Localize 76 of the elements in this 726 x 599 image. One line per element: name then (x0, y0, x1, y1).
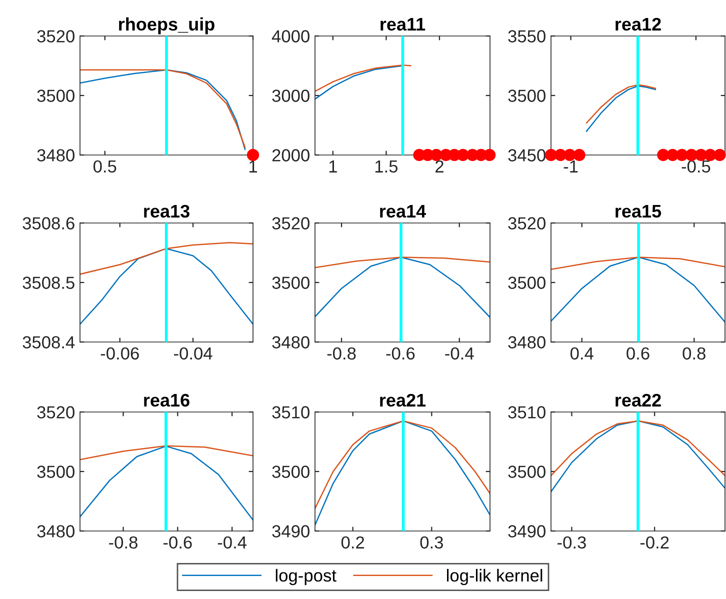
x-tick-label: 2 (436, 160, 444, 172)
y-tick-label: 3480 (37, 525, 74, 538)
y-tick-label: 3550 (508, 30, 546, 42)
x-tick-label: -0.04 (174, 347, 212, 360)
line-series (80, 242, 253, 275)
line-series (551, 420, 725, 476)
y-tick-label: 3520 (508, 217, 546, 230)
chart-title: rea16 (144, 394, 190, 407)
legend-label: log-lik kernel (447, 568, 542, 586)
x-tick-label: -0.5 (682, 160, 710, 173)
x-tick-label: -0.8 (327, 347, 356, 360)
chart-title: rea14 (380, 205, 426, 218)
y-tick-label: 3520 (37, 406, 74, 418)
line-series (80, 446, 253, 521)
x-tick-label: -0.4 (445, 347, 474, 360)
chart-title: rea15 (616, 205, 662, 218)
line-series (315, 64, 412, 92)
line-series (315, 420, 490, 510)
chart-title: rhoeps_uip (119, 17, 214, 34)
x-tick-label: 0.3 (420, 536, 443, 549)
line-series (315, 256, 490, 268)
y-tick-label: 3480 (508, 336, 546, 348)
x-tick-label: 0.4 (570, 347, 594, 360)
y-tick-label: 3500 (37, 90, 74, 102)
y-tick-label: 3520 (272, 217, 310, 230)
y-tick-label: 3510 (508, 406, 546, 418)
chart-title: rea22 (616, 394, 661, 407)
line-series (80, 248, 253, 325)
x-tick-label: -0.4 (218, 536, 247, 549)
x-tick-label: 0.2 (341, 536, 364, 549)
line-series (551, 256, 725, 323)
x-tick-label: -1 (564, 160, 578, 172)
y-tick-label: 3500 (508, 276, 546, 289)
y-tick-label: 3500 (508, 466, 546, 478)
x-tick-label: -0.3 (558, 536, 586, 549)
line-series (80, 445, 253, 460)
x-tick-label: 0.6 (626, 347, 650, 360)
x-tick-label: -0.6 (163, 536, 192, 549)
y-tick-label: 3510 (272, 406, 310, 418)
x-tick-label: -0.06 (100, 347, 139, 360)
chart-title: rea13 (144, 204, 190, 218)
x-tick-label: -0.6 (386, 347, 415, 360)
y-tick-label: 3490 (508, 525, 546, 538)
y-tick-label: 3490 (272, 525, 310, 538)
line-series (551, 420, 725, 492)
line-series (586, 85, 656, 132)
line-series (551, 256, 725, 270)
x-tick-label: -0.8 (109, 536, 138, 549)
chart-title: rea12 (616, 18, 661, 31)
y-tick-label: 3508.5 (22, 276, 74, 289)
chart-title: rea21 (380, 394, 426, 407)
y-tick-label: 4000 (272, 30, 310, 42)
x-tick-label: 1 (329, 160, 337, 172)
y-tick-label: 3450 (508, 149, 546, 162)
y-tick-label: 3500 (272, 276, 310, 289)
line-series (315, 65, 404, 100)
y-tick-label: 3480 (272, 336, 310, 348)
y-tick-label: 3000 (272, 90, 310, 102)
y-tick-label: 2000 (272, 149, 310, 162)
line-series (586, 84, 656, 124)
line-series (315, 420, 490, 526)
x-tick-label: 1 (249, 160, 257, 172)
y-tick-label: 3508.4 (22, 336, 75, 348)
y-tick-label: 3508.6 (22, 217, 74, 230)
x-tick-label: -0.2 (640, 536, 669, 549)
line-series (315, 256, 490, 318)
legend-label: log-post (276, 568, 336, 586)
y-tick-label: 3520 (37, 30, 74, 42)
y-tick-label: 3500 (37, 466, 74, 478)
x-tick-label: 0.5 (93, 160, 116, 173)
y-tick-label: 3500 (508, 90, 546, 102)
y-tick-label: 3500 (272, 466, 310, 478)
y-tick-label: 3480 (37, 149, 74, 162)
x-tick-label: 1.5 (375, 160, 398, 173)
x-tick-label: 0.8 (682, 347, 706, 360)
chart-title: rea11 (380, 18, 426, 31)
